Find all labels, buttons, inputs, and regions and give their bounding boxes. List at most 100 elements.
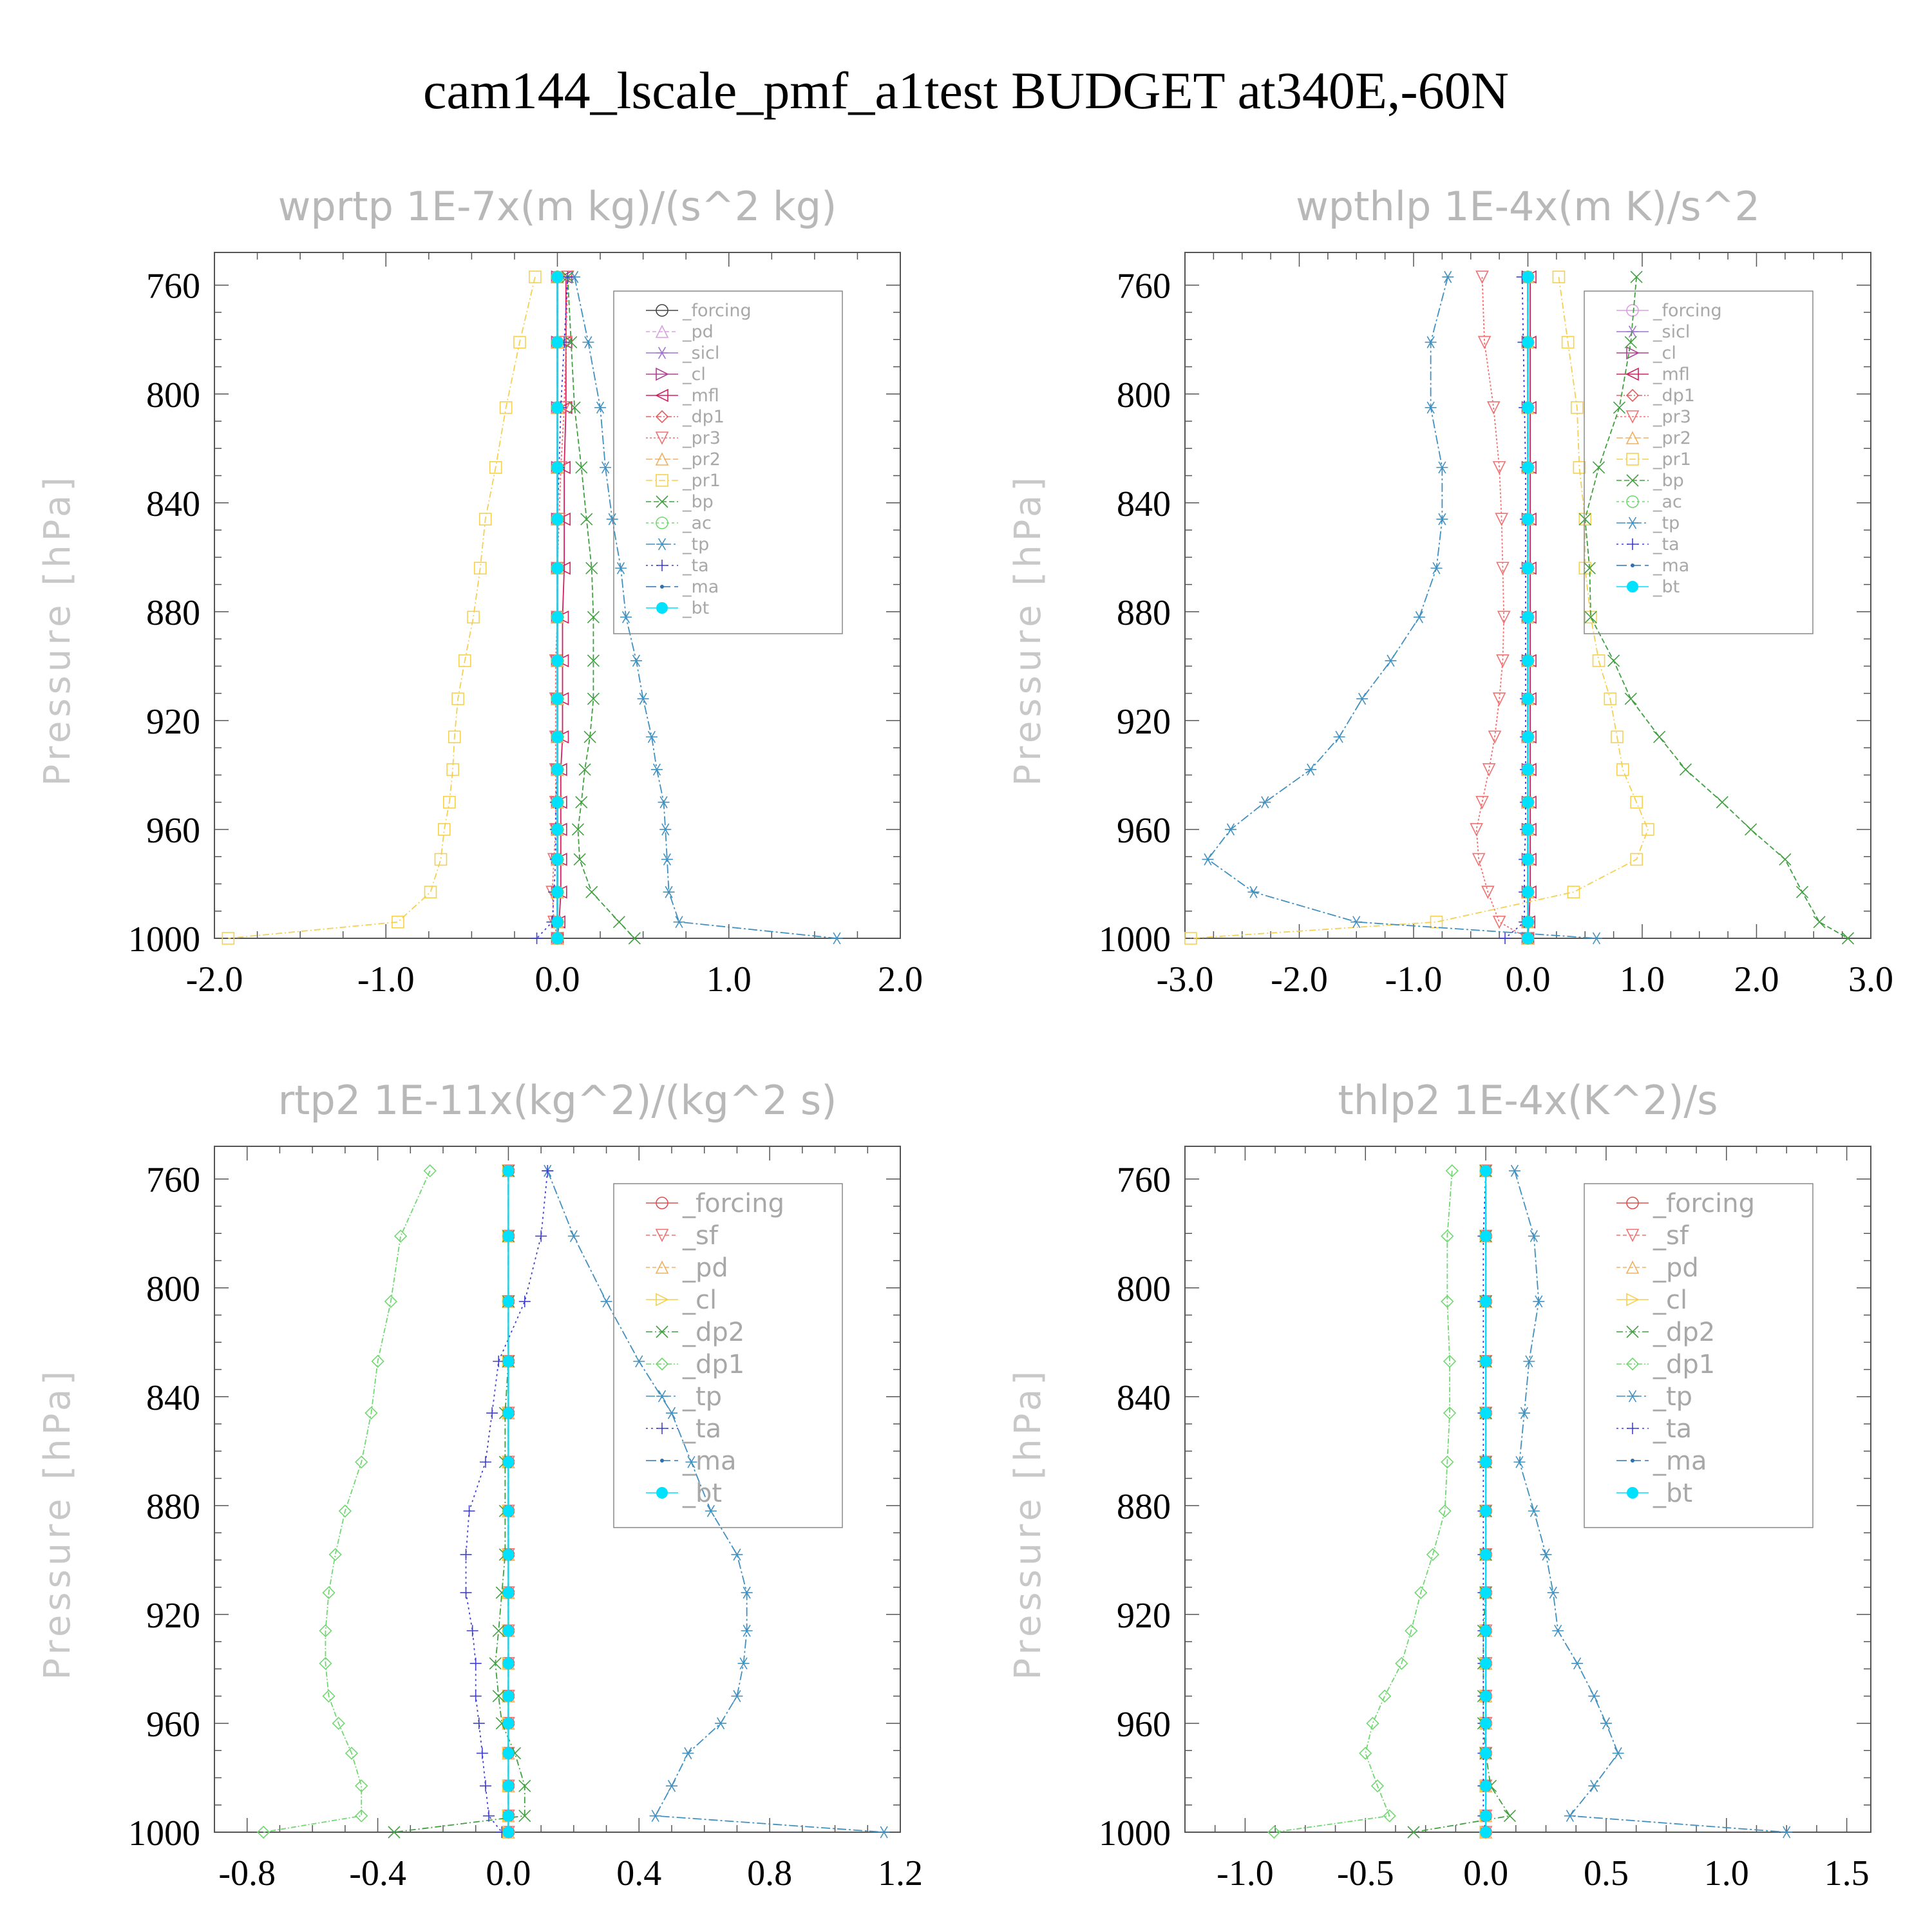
- legend-marker: [1626, 346, 1640, 360]
- series-point: [650, 763, 663, 776]
- legend-marker: [1627, 1487, 1638, 1499]
- series-bt: [1480, 1165, 1492, 1838]
- series-point: [1480, 1780, 1492, 1792]
- panels-group: wprtp 1E-7x(m kg)/(s^2 kg) Pressure [hPa]…: [37, 183, 1893, 1893]
- legend-marker: [1625, 1229, 1640, 1242]
- series-point: [502, 1826, 515, 1838]
- legend-label: _forcing: [682, 301, 752, 321]
- series-point: [1564, 1810, 1576, 1823]
- series-line: [1514, 1170, 1787, 1833]
- series-point: [345, 1747, 359, 1760]
- legend-marker: [656, 1423, 668, 1434]
- series-point: [1522, 796, 1534, 808]
- series-point: [1486, 401, 1501, 415]
- series-ta: [1477, 1165, 1492, 1838]
- series-point: [630, 654, 642, 667]
- legend-label: _pr2: [1653, 428, 1691, 448]
- series-point: [551, 693, 564, 705]
- series-point: [476, 1747, 488, 1759]
- series-dp1: [256, 1164, 437, 1839]
- series-point: [469, 1657, 482, 1669]
- legend-marker: [656, 1197, 668, 1209]
- plot-frame: [1184, 1146, 1871, 1833]
- series-point: [1552, 270, 1566, 283]
- series-point: [1522, 916, 1534, 928]
- series-point: [551, 933, 564, 944]
- series-point: [583, 730, 596, 743]
- y-tick-label: 920: [146, 702, 200, 742]
- x-tick-label: 1.5: [1824, 1853, 1870, 1893]
- series-point: [628, 932, 641, 945]
- series-point: [502, 1657, 515, 1669]
- series-point: [1522, 336, 1534, 348]
- x-tick-label: 1.2: [878, 1853, 923, 1893]
- series-point: [365, 1406, 378, 1420]
- legend-marker: [660, 1459, 664, 1463]
- legend-label: _tp: [682, 1382, 722, 1412]
- series-point: [1522, 933, 1534, 944]
- legend-box: [613, 1183, 843, 1528]
- series-point: [502, 1587, 515, 1599]
- series-point: [1592, 654, 1605, 667]
- series-point: [1522, 271, 1534, 283]
- series-point: [1475, 270, 1489, 284]
- series-point: [1472, 853, 1486, 867]
- series-point: [663, 886, 675, 898]
- series-point: [256, 1825, 270, 1839]
- series-point: [1508, 1164, 1520, 1177]
- series-point: [1503, 1810, 1517, 1823]
- y-tick-label: 840: [146, 484, 200, 524]
- legend-marker: [656, 538, 668, 551]
- panel-title: rtp2 1E-11x(kg^2)/(kg^2 s): [278, 1077, 837, 1124]
- y-tick-label: 840: [146, 1378, 200, 1418]
- series-point: [458, 654, 471, 667]
- series-bt: [502, 1165, 515, 1838]
- legend-marker: [656, 346, 668, 359]
- series-point: [1359, 1747, 1372, 1760]
- series-point: [489, 1657, 502, 1670]
- series-bp: [1578, 270, 1855, 945]
- series-point: [518, 1295, 531, 1307]
- y-axis-label: Pressure [hPa]: [37, 473, 79, 786]
- x-tick-label: -1.0: [1217, 1853, 1274, 1893]
- series-point: [1571, 1657, 1584, 1670]
- series-point: [502, 1230, 515, 1242]
- legend-label: _cl: [1653, 1285, 1687, 1315]
- y-tick-label: 960: [1117, 1705, 1171, 1745]
- series-point: [1552, 1624, 1564, 1637]
- series-point: [1513, 1455, 1526, 1468]
- series-point: [1499, 933, 1511, 944]
- legend-label: _bt: [1653, 1479, 1692, 1508]
- series-point: [502, 1690, 515, 1702]
- series-point: [633, 1355, 645, 1368]
- series-point: [1583, 562, 1596, 574]
- series-bt: [1522, 271, 1534, 944]
- legend-marker: [655, 1260, 669, 1274]
- series-point: [567, 1230, 580, 1242]
- series-point: [319, 1624, 332, 1638]
- legend-label: _bp: [1653, 471, 1684, 491]
- legend-marker: [1625, 431, 1640, 444]
- series-ta: [531, 271, 574, 944]
- series-point: [1480, 1587, 1492, 1599]
- series-point: [1184, 932, 1197, 945]
- legend-marker: [655, 1357, 669, 1371]
- series-point: [1497, 611, 1511, 625]
- series-line: [556, 277, 567, 939]
- y-tick-label: 960: [146, 811, 200, 851]
- series-point: [562, 271, 574, 283]
- legend-label: _cl: [1653, 343, 1676, 363]
- legend-marker: [656, 516, 668, 529]
- series-point: [1480, 1810, 1492, 1822]
- legend-label: _pd: [1653, 1253, 1699, 1283]
- series-point: [502, 1625, 515, 1637]
- series-point: [1480, 1456, 1492, 1468]
- legend-marker: [1631, 564, 1634, 567]
- series-point: [502, 1407, 515, 1419]
- legend-marker: [1627, 1390, 1638, 1403]
- series-point: [1202, 853, 1214, 866]
- series-point: [731, 1548, 743, 1561]
- legend-label: _pr3: [682, 428, 721, 448]
- x-tick-label: -2.0: [186, 960, 243, 999]
- x-tick-label: 1.0: [1704, 1853, 1749, 1893]
